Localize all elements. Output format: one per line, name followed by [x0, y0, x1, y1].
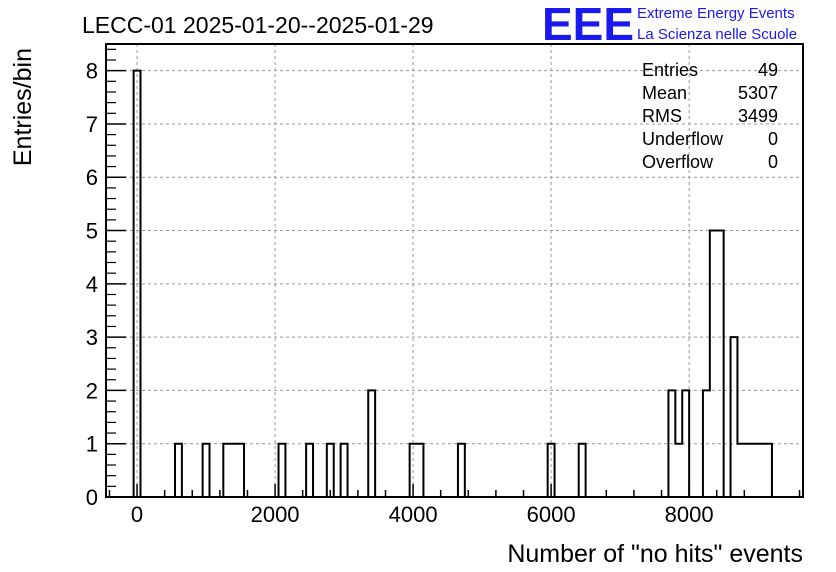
histogram-bars: [132, 69, 773, 498]
histogram-bin-10: [368, 390, 375, 497]
histogram-bin-17: [675, 444, 682, 497]
x-tick-label-3: 6000: [527, 502, 576, 527]
histogram-bin-5: [237, 444, 244, 497]
histogram-bin-23: [731, 337, 738, 497]
y-tick-label-6: 6: [86, 165, 98, 190]
histogram-bin-12: [417, 444, 424, 497]
histogram-bin-2: [203, 444, 210, 497]
y-tick-label-8: 8: [86, 59, 98, 84]
histogram-bin-16: [668, 390, 675, 497]
histogram-bin-28: [765, 444, 772, 497]
x-tick-label-2: 4000: [389, 502, 438, 527]
y-tick-label-3: 3: [86, 325, 98, 350]
histogram-bin-25: [744, 444, 751, 497]
histogram-bin-15: [579, 444, 586, 497]
histogram-bin-21: [717, 231, 724, 497]
y-tick-label-7: 7: [86, 112, 98, 137]
histogram-bin-27: [758, 444, 765, 497]
stat-label-underflow: Underflow: [642, 129, 724, 149]
logo-line-2: La Scienza nelle Scuole: [637, 26, 797, 43]
chart-title: LECC-01 2025-01-20--2025-01-29: [82, 12, 434, 38]
stat-label-entries: Entries: [642, 60, 698, 80]
histogram-bin-7: [306, 444, 313, 497]
x-tick-label-0: 0: [131, 502, 143, 527]
histogram-bin-0: [134, 71, 141, 497]
stat-value-overflow: 0: [768, 152, 778, 172]
histogram-bin-18: [682, 390, 689, 497]
histogram-bin-3: [223, 444, 230, 497]
stat-value-mean: 5307: [738, 83, 778, 103]
x-axis-label: Number of "no hits" events: [507, 540, 803, 568]
y-axis-ticks: 0 1 2 3 4 5 6 7 8: [86, 48, 126, 510]
stat-label-mean: Mean: [642, 83, 687, 103]
y-tick-label-5: 5: [86, 219, 98, 244]
x-tick-label-4: 8000: [665, 502, 714, 527]
stat-value-underflow: 0: [768, 129, 778, 149]
grid-lines: [106, 44, 803, 497]
histogram-bin-8: [327, 444, 334, 497]
x-tick-label-1: 2000: [251, 502, 300, 527]
logo-line-1: Extreme Energy Events: [637, 5, 795, 22]
y-tick-label-0: 0: [86, 485, 98, 510]
logo-mark: EEE: [542, 0, 634, 50]
y-tick-label-4: 4: [86, 272, 98, 297]
histogram-outline: [132, 69, 773, 498]
histogram-bin-13: [458, 444, 465, 497]
histogram-bin-4: [230, 444, 237, 497]
plot-frame: [105, 43, 804, 498]
stats-box: Entries 49 Mean 5307 RMS 3499 Underflow 0 Overfl…: [642, 60, 778, 172]
histogram-bin-19: [703, 390, 710, 497]
histogram-bin-1: [175, 444, 182, 497]
stat-value-rms: 3499: [738, 106, 778, 126]
histogram-bin-9: [341, 444, 348, 497]
eee-logo: EEE Extreme Energy Events La Scienza nel…: [542, 0, 797, 50]
histogram-bin-26: [751, 444, 758, 497]
y-axis-label: Entries/bin: [9, 48, 37, 166]
stat-label-overflow: Overflow: [642, 152, 714, 172]
y-tick-label-1: 1: [86, 432, 98, 457]
x-axis-ticks: 0 2000 4000 6000 8000: [108, 484, 801, 527]
y-tick-label-2: 2: [86, 378, 98, 403]
stat-value-entries: 49: [758, 60, 778, 80]
histogram-bin-20: [710, 231, 717, 497]
histogram-bin-24: [737, 444, 744, 497]
histogram-bin-6: [279, 444, 286, 497]
stat-label-rms: RMS: [642, 106, 682, 126]
